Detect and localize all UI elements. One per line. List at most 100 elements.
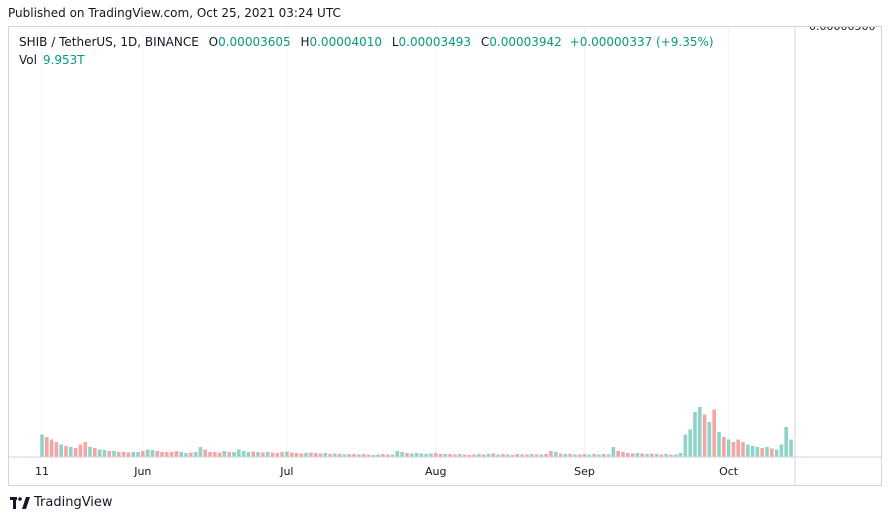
volume-bar xyxy=(376,454,380,457)
volume-value: 9.953T xyxy=(42,53,85,67)
volume-bar xyxy=(97,449,102,457)
volume-bar xyxy=(544,454,548,457)
volume-bar xyxy=(769,448,774,457)
volume-bar xyxy=(251,451,256,457)
low-label: L xyxy=(391,35,399,49)
volume-bar xyxy=(760,448,764,457)
volume-bar xyxy=(707,422,712,457)
high-value: 0.00004010 xyxy=(309,35,383,49)
volume-bar xyxy=(731,442,736,457)
volume-bar xyxy=(693,412,697,457)
volume-bar xyxy=(241,451,246,457)
volume-bar xyxy=(654,454,659,457)
volume-bar xyxy=(342,454,347,457)
volume-bar xyxy=(736,439,740,457)
volume-bar xyxy=(179,452,184,457)
volume-bar xyxy=(160,452,164,457)
volume-bar xyxy=(597,454,601,457)
volume-bar xyxy=(193,452,198,457)
time-axis-label: Jul xyxy=(279,465,293,478)
tradingview-footer[interactable]: TradingView xyxy=(10,495,113,510)
volume-bar xyxy=(49,439,54,457)
volume-bar xyxy=(525,454,529,457)
volume-bar xyxy=(606,454,611,457)
volume-bar xyxy=(150,450,155,457)
price-chart[interactable]: 0.000005000.000010000.000015000.00002000… xyxy=(9,27,881,485)
volume-bar xyxy=(174,451,179,457)
close-value: 0.00003942 xyxy=(489,35,562,49)
volume-bar xyxy=(126,452,131,457)
volume-bar xyxy=(577,454,582,457)
volume-bar xyxy=(453,454,457,457)
volume-bar xyxy=(69,447,73,457)
symbol-legend: SHIB / TetherUS, 1D, BINANCE O0.00003605… xyxy=(19,35,714,49)
volume-bar xyxy=(285,451,289,457)
volume-bar xyxy=(54,442,59,457)
chart-frame[interactable]: SHIB / TetherUS, 1D, BINANCE O0.00003605… xyxy=(8,26,882,486)
volume-bar xyxy=(222,451,227,457)
volume-bar xyxy=(664,454,668,457)
volume-bar xyxy=(213,452,217,457)
volume-bar xyxy=(433,453,438,457)
volume-bar xyxy=(587,454,592,457)
volume-bar xyxy=(395,451,400,457)
volume-bar xyxy=(486,454,491,457)
volume-bar xyxy=(318,453,323,457)
volume-bar xyxy=(88,447,92,457)
volume-bar xyxy=(534,454,539,457)
volume-bar xyxy=(347,454,352,457)
volume-bar xyxy=(390,454,395,457)
volume-bar xyxy=(510,455,515,457)
volume-bar xyxy=(208,452,212,457)
volume-bar xyxy=(429,453,433,457)
volume-bar xyxy=(265,452,270,457)
volume-bar xyxy=(189,452,193,457)
volume-bar xyxy=(553,452,558,457)
volume-bar xyxy=(721,437,726,457)
volume-bar xyxy=(669,454,673,457)
volume-bar xyxy=(678,453,683,457)
volume-bar xyxy=(779,444,784,457)
time-axis-label: 11 xyxy=(35,465,49,478)
volume-bar xyxy=(491,453,496,457)
volume-bar xyxy=(755,447,760,457)
volume-bar xyxy=(616,451,620,457)
volume-bar xyxy=(64,446,68,457)
volume-bar xyxy=(515,454,520,457)
volume-bar xyxy=(472,454,476,457)
volume-bar xyxy=(203,449,208,457)
volume-bar xyxy=(165,452,169,457)
volume-bar xyxy=(649,453,654,457)
volume-bar xyxy=(467,455,472,457)
volume-bar xyxy=(659,454,664,457)
volume-bar xyxy=(750,446,755,457)
volume-bar xyxy=(481,454,486,457)
volume-bar xyxy=(237,449,241,457)
volume-bar xyxy=(462,454,467,457)
volume-bar xyxy=(184,453,188,457)
open-value: 0.00003605 xyxy=(218,35,291,49)
published-header: Published on TradingView.com, Oct 25, 20… xyxy=(8,6,341,20)
volume-bar xyxy=(299,453,304,457)
volume-bar xyxy=(505,454,510,457)
volume-bar xyxy=(304,453,308,457)
volume-bar xyxy=(784,427,788,457)
volume-bar xyxy=(549,451,553,457)
volume-bar xyxy=(774,449,779,457)
volume-bar xyxy=(741,442,745,457)
volume-bar xyxy=(275,453,280,457)
volume-bar xyxy=(385,454,390,457)
volume-bar xyxy=(352,454,356,457)
volume-bar xyxy=(93,448,97,457)
symbol-name[interactable]: SHIB / TetherUS, 1D, BINANCE xyxy=(19,35,199,49)
volume-bar xyxy=(539,454,544,457)
change-value: +0.00000337 (+9.35%) xyxy=(569,35,714,49)
volume-bar xyxy=(256,452,260,457)
volume-bar xyxy=(59,444,64,457)
volume-bar xyxy=(448,454,452,457)
volume-bar xyxy=(117,452,121,457)
open-label: O xyxy=(208,35,219,49)
volume-bar xyxy=(112,451,116,457)
volume-bar xyxy=(630,453,635,457)
volume-bar xyxy=(520,454,524,457)
